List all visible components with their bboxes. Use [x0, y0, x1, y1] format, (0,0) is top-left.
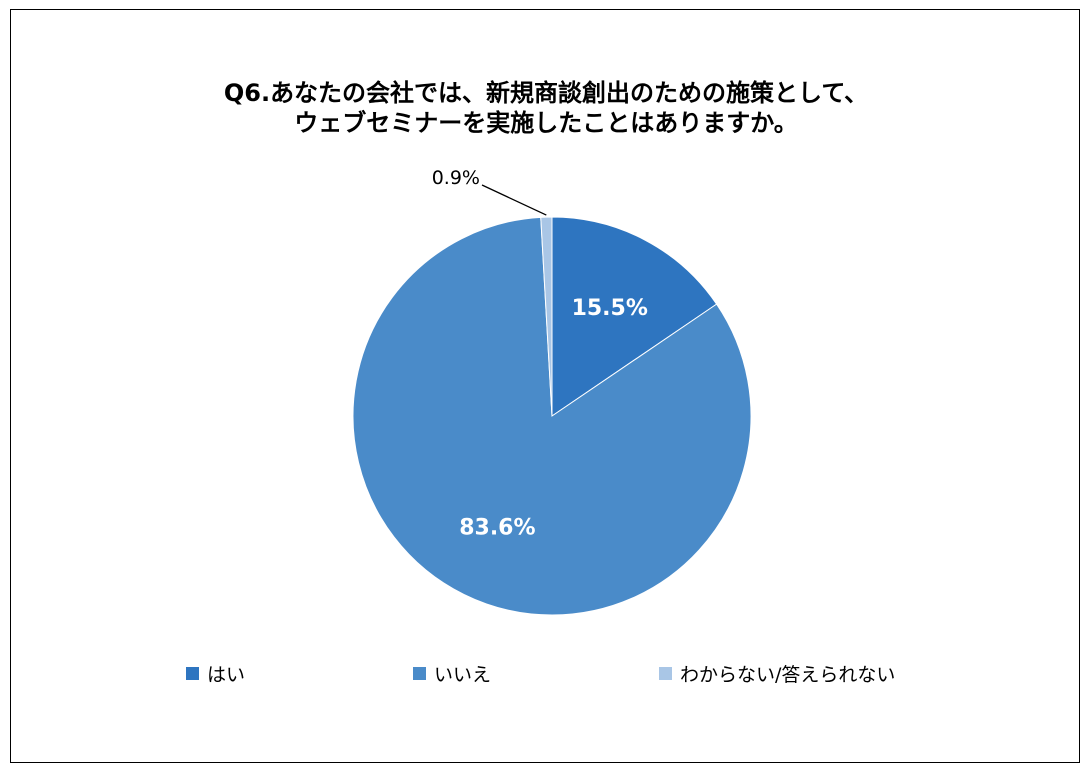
leader-line-unknown — [481, 184, 547, 216]
legend-item-yes: はい — [186, 660, 245, 687]
legend-item-unknown: わからない/答えられない — [659, 660, 895, 687]
slice-unknown — [540, 216, 553, 417]
legend-swatch-unknown — [659, 667, 672, 680]
chart-title-line-2: ウェブセミナーを実施したことはありますか。 — [294, 109, 798, 137]
slice-yes — [551, 216, 718, 417]
data-label-unknown: 0.9% — [432, 167, 480, 189]
data-label-no: 83.6% — [459, 516, 535, 541]
legend-label-unknown: わからない/答えられない — [680, 664, 896, 686]
legend-swatch-yes — [186, 667, 199, 680]
legend-label-yes: はい — [207, 664, 246, 686]
slice-no — [352, 216, 752, 616]
chart-title-line-1: Q6.あなたの会社では、新規商談創出のための施策として、 — [223, 79, 869, 107]
legend-swatch-no — [413, 667, 426, 680]
legend-label-no: いいえ — [434, 664, 492, 686]
data-label-yes: 15.5% — [572, 296, 648, 321]
legend-item-no: いいえ — [413, 660, 491, 687]
